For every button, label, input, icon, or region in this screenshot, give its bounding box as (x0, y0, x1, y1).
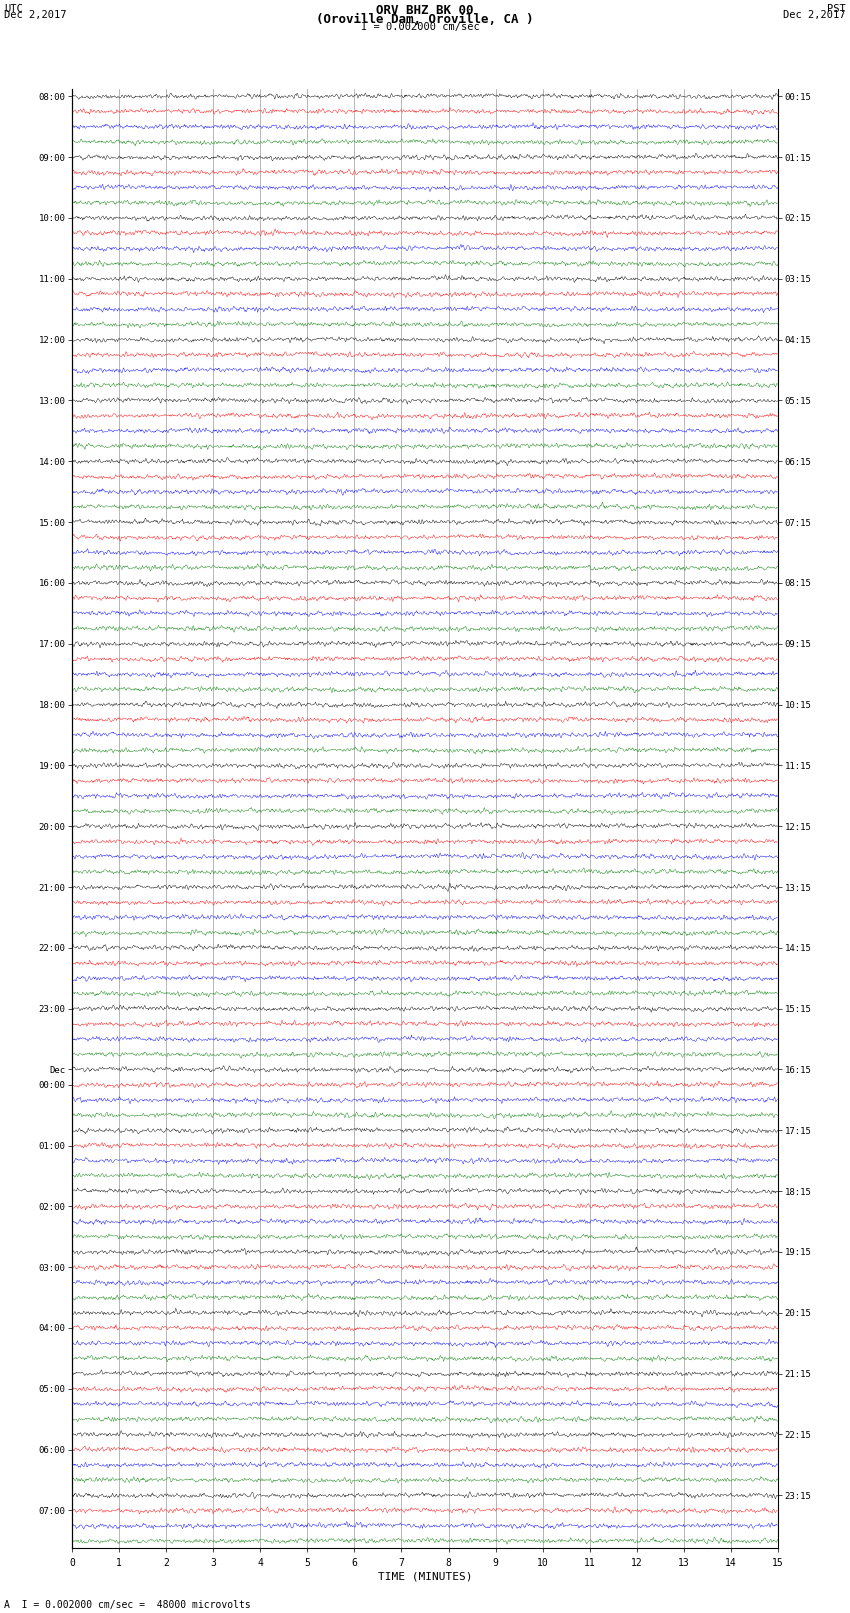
Text: (Oroville Dam, Oroville, CA ): (Oroville Dam, Oroville, CA ) (316, 13, 534, 26)
Text: Dec 2,2017: Dec 2,2017 (783, 11, 846, 21)
Text: Dec 2,2017: Dec 2,2017 (4, 11, 67, 21)
Text: I = 0.002000 cm/sec: I = 0.002000 cm/sec (361, 23, 480, 32)
Text: ORV BHZ BK 00: ORV BHZ BK 00 (377, 5, 473, 18)
X-axis label: TIME (MINUTES): TIME (MINUTES) (377, 1571, 473, 1582)
Text: UTC: UTC (4, 5, 23, 15)
Text: PST: PST (827, 5, 846, 15)
Text: A  I = 0.002000 cm/sec =  48000 microvolts: A I = 0.002000 cm/sec = 48000 microvolts (4, 1600, 251, 1610)
